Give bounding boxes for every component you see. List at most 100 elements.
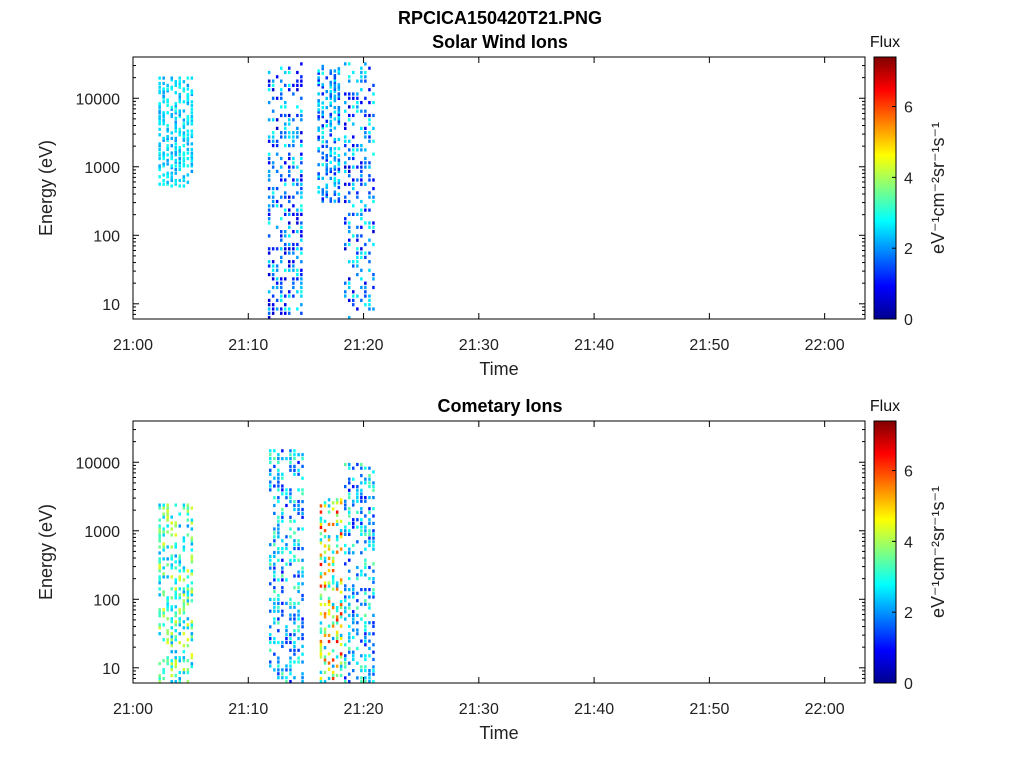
spectrogram-cell xyxy=(372,665,375,669)
spectrogram-cell xyxy=(190,638,194,642)
spectrogram-cell xyxy=(339,606,343,610)
spectrogram-cell xyxy=(273,570,276,574)
spectrogram-cell xyxy=(301,457,304,461)
spectrogram-cell xyxy=(293,648,296,652)
spectrogram-cell xyxy=(269,640,272,645)
spectrogram-cell xyxy=(186,164,190,168)
spectrogram-cell xyxy=(293,531,296,535)
spectrogram-cell xyxy=(329,103,332,107)
spectrogram-cell xyxy=(186,575,190,579)
spectrogram-cell xyxy=(317,71,320,75)
spectrogram-cell xyxy=(372,521,375,525)
x-tick-label: 21:40 xyxy=(574,337,614,354)
spectrogram-cell xyxy=(348,156,351,161)
spectrogram-cell xyxy=(273,539,276,543)
spectrogram-cell xyxy=(356,238,359,242)
y-tick-label: 1000 xyxy=(84,524,120,541)
spectrogram-cell xyxy=(360,247,363,251)
spectrogram-cell xyxy=(277,558,280,562)
spectrogram-cell xyxy=(275,187,279,191)
spectrogram-cell xyxy=(364,558,367,562)
spectrogram-cell xyxy=(288,260,291,264)
spectrogram-cell xyxy=(360,639,363,643)
panel-title: Cometary Ions xyxy=(437,396,562,416)
spectrogram-cell xyxy=(360,481,363,485)
spectrogram-cell xyxy=(352,260,355,264)
spectrogram-cell xyxy=(162,608,165,612)
spectrogram-cell xyxy=(182,100,186,104)
spectrogram-cell xyxy=(337,199,341,203)
spectrogram-cell xyxy=(364,281,367,285)
spectrogram-cell xyxy=(352,70,355,75)
spectrogram-cell xyxy=(364,613,367,617)
spectrogram-cell xyxy=(267,204,271,208)
spectrogram-cell xyxy=(170,521,173,525)
spectrogram-cell xyxy=(327,538,331,542)
spectrogram-cell xyxy=(372,277,375,281)
spectrogram-cell xyxy=(292,251,295,255)
spectrogram-cell xyxy=(275,268,279,272)
spectrogram-cell xyxy=(352,113,355,118)
spectrogram-cell xyxy=(162,671,165,675)
spectrogram-cell xyxy=(166,563,169,567)
spectrogram-cell xyxy=(337,106,341,110)
spectrogram-cell xyxy=(293,586,296,590)
spectrogram-cell xyxy=(372,273,375,277)
spectrogram-cell xyxy=(297,503,300,508)
spectrogram-cell xyxy=(323,612,327,616)
spectrogram-cell xyxy=(352,204,355,208)
spectrogram-cell xyxy=(280,234,283,238)
spectrogram-cell xyxy=(360,285,363,290)
spectrogram-cell xyxy=(158,142,161,146)
spectrogram-cell xyxy=(300,303,303,307)
spectrogram-cell xyxy=(292,204,295,208)
spectrogram-cell xyxy=(335,584,339,588)
spectrogram-cell xyxy=(162,114,165,119)
spectrogram-cells xyxy=(158,62,375,320)
spectrogram-cell xyxy=(352,610,355,614)
spectrogram-cell xyxy=(288,174,291,178)
spectrogram-cell xyxy=(331,575,335,579)
spectrogram-cell xyxy=(348,606,351,610)
spectrogram-cell xyxy=(344,462,347,467)
spectrogram-cell xyxy=(284,182,287,186)
spectrogram-cell xyxy=(333,94,337,98)
spectrogram-cell xyxy=(158,524,161,528)
spectrogram-cell xyxy=(297,637,300,641)
spectrogram-cell xyxy=(162,503,165,507)
spectrogram-cell xyxy=(178,167,181,172)
spectrogram-cell xyxy=(301,492,304,496)
spectrogram-cell xyxy=(273,601,276,605)
spectrogram-cell xyxy=(356,462,359,467)
spectrogram-cell xyxy=(364,632,367,636)
spectrogram-cell xyxy=(267,169,271,173)
spectrogram-cell xyxy=(348,481,351,485)
spectrogram-cell xyxy=(300,109,303,113)
spectrogram-cell xyxy=(277,472,280,476)
spectrogram-cell xyxy=(190,656,194,660)
spectrogram-cell xyxy=(190,623,194,627)
spectrogram-cell xyxy=(271,109,275,113)
x-axis-label: Time xyxy=(479,723,518,743)
spectrogram-cell xyxy=(277,547,280,551)
spectrogram-cell xyxy=(158,593,161,597)
spectrogram-cell xyxy=(182,506,186,510)
spectrogram-cell xyxy=(162,575,165,579)
spectrogram-cell xyxy=(277,640,280,645)
spectrogram-cell xyxy=(331,587,335,591)
spectrogram-cell xyxy=(368,521,371,525)
spectrogram-cell xyxy=(289,550,292,555)
colorbar-unit-label: eV⁻¹cm⁻²sr⁻¹s⁻¹ xyxy=(928,122,948,254)
spectrogram-cell xyxy=(331,581,335,585)
spectrogram-cell xyxy=(333,165,337,169)
spectrogram-cell xyxy=(267,156,271,161)
spectrogram-cell xyxy=(158,581,161,585)
spectrogram-cell xyxy=(275,152,279,156)
spectrogram-cell xyxy=(190,557,194,561)
spectrogram-cell xyxy=(352,621,355,625)
spectrogram-cell xyxy=(285,637,288,641)
spectrogram-cell xyxy=(323,661,327,665)
spectrogram-cell xyxy=(293,640,296,645)
spectrogram-cell xyxy=(356,144,359,148)
